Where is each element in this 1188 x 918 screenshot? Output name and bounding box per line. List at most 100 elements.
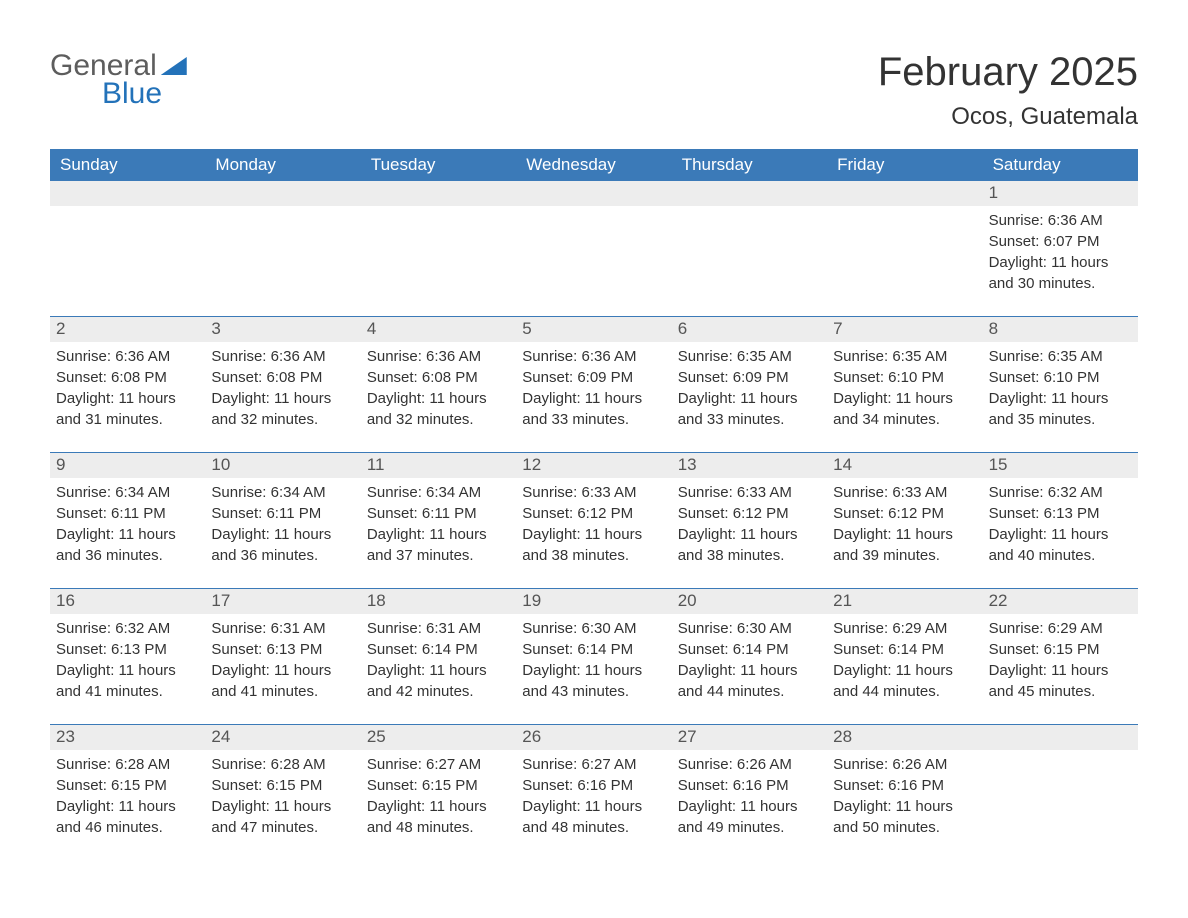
dow-header: Sunday (50, 149, 205, 181)
day-number-empty (516, 181, 671, 206)
day-cell: Sunrise: 6:32 AMSunset: 6:13 PMDaylight:… (50, 614, 205, 706)
sunset-line: Sunset: 6:14 PM (833, 639, 976, 660)
daylight-line: Daylight: 11 hours and 42 minutes. (367, 660, 510, 702)
logo-flag-icon (161, 57, 187, 75)
sunrise-line: Sunrise: 6:30 AM (522, 618, 665, 639)
daylight-line: Daylight: 11 hours and 46 minutes. (56, 796, 199, 838)
sunset-line: Sunset: 6:08 PM (56, 367, 199, 388)
sunset-line: Sunset: 6:07 PM (989, 231, 1132, 252)
daylight-line: Daylight: 11 hours and 32 minutes. (211, 388, 354, 430)
daylight-line: Daylight: 11 hours and 45 minutes. (989, 660, 1132, 702)
sunset-line: Sunset: 6:08 PM (211, 367, 354, 388)
day-number: 21 (827, 589, 982, 614)
sunset-line: Sunset: 6:09 PM (522, 367, 665, 388)
location-label: Ocos, Guatemala (878, 103, 1138, 131)
day-number-empty (50, 181, 205, 206)
sunset-line: Sunset: 6:15 PM (989, 639, 1132, 660)
day-number: 23 (50, 725, 205, 750)
day-number: 13 (672, 453, 827, 478)
sunrise-line: Sunrise: 6:36 AM (522, 346, 665, 367)
day-cell: Sunrise: 6:36 AMSunset: 6:09 PMDaylight:… (516, 342, 671, 434)
day-cell-empty (672, 206, 827, 298)
daylight-line: Daylight: 11 hours and 40 minutes. (989, 524, 1132, 566)
day-cell: Sunrise: 6:32 AMSunset: 6:13 PMDaylight:… (983, 478, 1138, 570)
sunrise-line: Sunrise: 6:28 AM (56, 754, 199, 775)
sunset-line: Sunset: 6:14 PM (678, 639, 821, 660)
sunrise-line: Sunrise: 6:32 AM (56, 618, 199, 639)
day-cell: Sunrise: 6:27 AMSunset: 6:15 PMDaylight:… (361, 750, 516, 842)
day-number: 10 (205, 453, 360, 478)
day-cell: Sunrise: 6:35 AMSunset: 6:10 PMDaylight:… (827, 342, 982, 434)
day-number: 5 (516, 317, 671, 342)
daylight-line: Daylight: 11 hours and 31 minutes. (56, 388, 199, 430)
calendar-grid: SundayMondayTuesdayWednesdayThursdayFrid… (50, 149, 1138, 842)
day-number: 11 (361, 453, 516, 478)
daylight-line: Daylight: 11 hours and 34 minutes. (833, 388, 976, 430)
day-number: 25 (361, 725, 516, 750)
day-cell: Sunrise: 6:31 AMSunset: 6:13 PMDaylight:… (205, 614, 360, 706)
daylight-line: Daylight: 11 hours and 48 minutes. (367, 796, 510, 838)
sunset-line: Sunset: 6:10 PM (989, 367, 1132, 388)
day-number: 3 (205, 317, 360, 342)
day-cell: Sunrise: 6:28 AMSunset: 6:15 PMDaylight:… (205, 750, 360, 842)
day-cell: Sunrise: 6:27 AMSunset: 6:16 PMDaylight:… (516, 750, 671, 842)
day-number: 17 (205, 589, 360, 614)
sunset-line: Sunset: 6:12 PM (833, 503, 976, 524)
sunrise-line: Sunrise: 6:36 AM (989, 210, 1132, 231)
sunset-line: Sunset: 6:08 PM (367, 367, 510, 388)
sunrise-line: Sunrise: 6:33 AM (678, 482, 821, 503)
day-cell: Sunrise: 6:36 AMSunset: 6:08 PMDaylight:… (50, 342, 205, 434)
day-number: 18 (361, 589, 516, 614)
day-cell: Sunrise: 6:28 AMSunset: 6:15 PMDaylight:… (50, 750, 205, 842)
day-cell: Sunrise: 6:29 AMSunset: 6:14 PMDaylight:… (827, 614, 982, 706)
day-number-empty (205, 181, 360, 206)
day-cell: Sunrise: 6:26 AMSunset: 6:16 PMDaylight:… (827, 750, 982, 842)
sunrise-line: Sunrise: 6:29 AM (989, 618, 1132, 639)
sunrise-line: Sunrise: 6:33 AM (833, 482, 976, 503)
day-cell-empty (50, 206, 205, 298)
day-cell-empty (361, 206, 516, 298)
sunrise-line: Sunrise: 6:34 AM (367, 482, 510, 503)
sunset-line: Sunset: 6:09 PM (678, 367, 821, 388)
day-number: 6 (672, 317, 827, 342)
daylight-line: Daylight: 11 hours and 50 minutes. (833, 796, 976, 838)
day-cell-empty (827, 206, 982, 298)
sunset-line: Sunset: 6:11 PM (367, 503, 510, 524)
day-number: 19 (516, 589, 671, 614)
sunrise-line: Sunrise: 6:32 AM (989, 482, 1132, 503)
sunrise-line: Sunrise: 6:35 AM (678, 346, 821, 367)
sunset-line: Sunset: 6:16 PM (833, 775, 976, 796)
sunrise-line: Sunrise: 6:27 AM (522, 754, 665, 775)
day-number: 15 (983, 453, 1138, 478)
sunrise-line: Sunrise: 6:26 AM (678, 754, 821, 775)
day-cell-empty (516, 206, 671, 298)
day-number: 8 (983, 317, 1138, 342)
logo-text-blue: Blue (102, 78, 187, 110)
day-cell: Sunrise: 6:36 AMSunset: 6:08 PMDaylight:… (205, 342, 360, 434)
sunrise-line: Sunrise: 6:36 AM (367, 346, 510, 367)
sunrise-line: Sunrise: 6:36 AM (211, 346, 354, 367)
daylight-line: Daylight: 11 hours and 41 minutes. (56, 660, 199, 702)
day-cell-empty (983, 750, 1138, 842)
day-cell: Sunrise: 6:33 AMSunset: 6:12 PMDaylight:… (672, 478, 827, 570)
daylight-line: Daylight: 11 hours and 36 minutes. (211, 524, 354, 566)
sunset-line: Sunset: 6:13 PM (989, 503, 1132, 524)
day-number: 26 (516, 725, 671, 750)
sunset-line: Sunset: 6:14 PM (522, 639, 665, 660)
day-cell: Sunrise: 6:34 AMSunset: 6:11 PMDaylight:… (361, 478, 516, 570)
day-number-empty (672, 181, 827, 206)
sunrise-line: Sunrise: 6:27 AM (367, 754, 510, 775)
day-cell: Sunrise: 6:35 AMSunset: 6:10 PMDaylight:… (983, 342, 1138, 434)
daylight-line: Daylight: 11 hours and 35 minutes. (989, 388, 1132, 430)
dow-header: Wednesday (516, 149, 671, 181)
day-cell: Sunrise: 6:26 AMSunset: 6:16 PMDaylight:… (672, 750, 827, 842)
sunrise-line: Sunrise: 6:28 AM (211, 754, 354, 775)
daylight-line: Daylight: 11 hours and 36 minutes. (56, 524, 199, 566)
day-cell: Sunrise: 6:30 AMSunset: 6:14 PMDaylight:… (672, 614, 827, 706)
sunset-line: Sunset: 6:13 PM (56, 639, 199, 660)
sunset-line: Sunset: 6:11 PM (56, 503, 199, 524)
sunrise-line: Sunrise: 6:30 AM (678, 618, 821, 639)
dow-header: Friday (827, 149, 982, 181)
day-number: 28 (827, 725, 982, 750)
day-number: 16 (50, 589, 205, 614)
